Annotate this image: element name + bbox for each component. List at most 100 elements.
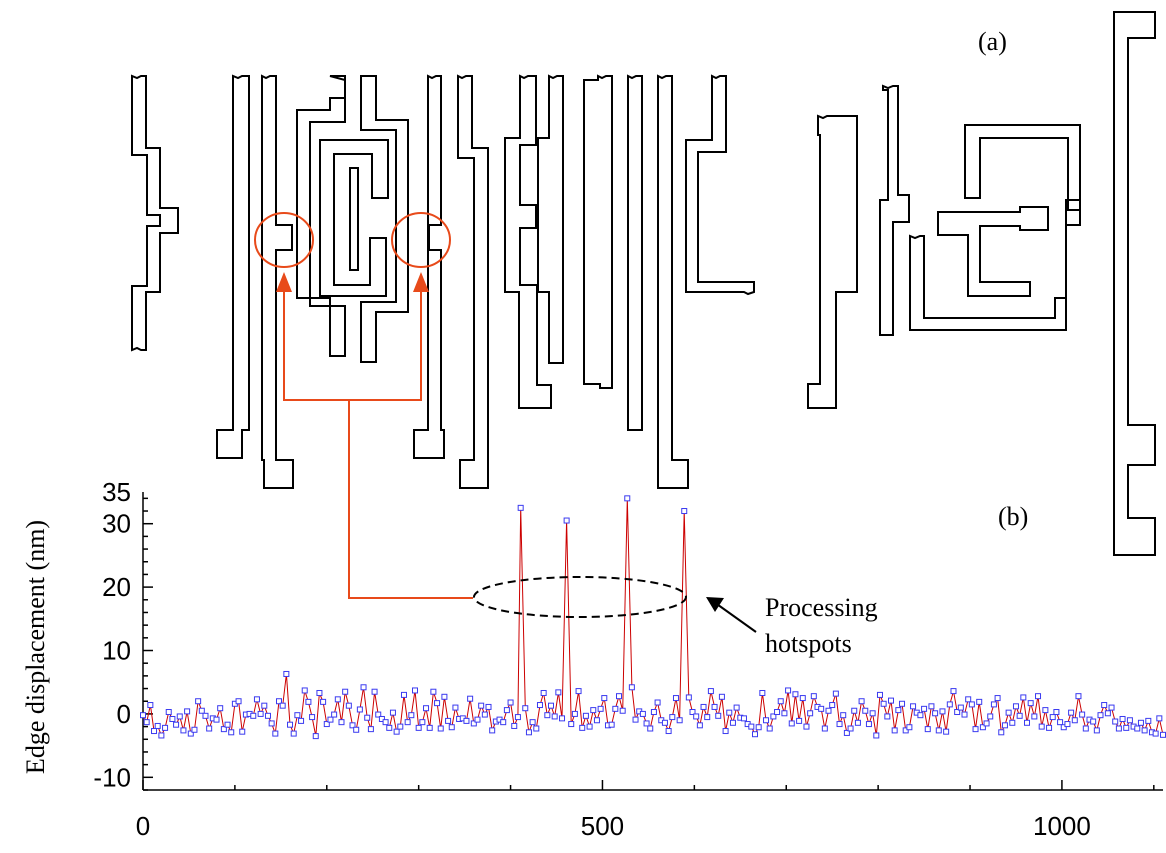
data-point [983, 720, 990, 727]
data-point [463, 717, 470, 724]
data-point [891, 727, 898, 734]
data-point [184, 708, 191, 715]
data-point [880, 700, 887, 707]
data-point [474, 716, 481, 723]
data-point [888, 697, 894, 704]
data-point [334, 696, 341, 703]
data-point [1031, 713, 1038, 720]
data-point [829, 702, 836, 709]
data-point [865, 721, 872, 728]
data-point [151, 728, 158, 735]
data-point [586, 723, 593, 730]
data-point [364, 714, 371, 721]
data-point [869, 710, 876, 717]
annotation-arrowhead-icon [706, 597, 724, 612]
data-point [320, 698, 327, 705]
data-point [575, 688, 582, 695]
data-point [378, 715, 385, 722]
data-point [272, 730, 279, 737]
data-point [533, 725, 540, 732]
data-point [681, 508, 688, 515]
data-point [1024, 719, 1030, 726]
data-point [711, 703, 718, 710]
data-point [555, 689, 562, 696]
data-point [195, 698, 202, 705]
data-point [503, 707, 510, 714]
data-point [1104, 710, 1111, 717]
data-point [467, 695, 474, 702]
data-point [143, 719, 150, 726]
data-point [228, 729, 235, 736]
data-point [1126, 717, 1133, 724]
hotspot-arrowheads [276, 272, 429, 292]
data-point [481, 711, 488, 718]
data-point [437, 725, 444, 732]
data-point [342, 688, 349, 695]
data-point [821, 725, 828, 732]
data-point [294, 712, 301, 719]
data-point [1123, 724, 1130, 731]
data-point [478, 702, 485, 709]
data-point [305, 698, 312, 705]
data-point [1137, 719, 1144, 726]
data-point [1156, 715, 1163, 722]
data-point [1090, 718, 1097, 725]
data-point [729, 719, 736, 726]
data-point [990, 701, 997, 708]
y-tick-label: 35 [102, 477, 131, 507]
data-point [807, 710, 814, 717]
data-point [1020, 694, 1027, 701]
data-point [563, 517, 570, 524]
data-point [529, 719, 536, 726]
data-point [818, 705, 825, 712]
data-point [726, 709, 733, 716]
data-point [217, 705, 224, 712]
data-point [571, 710, 578, 717]
data-point [987, 713, 994, 720]
data-point [345, 702, 352, 709]
data-point [840, 712, 847, 719]
data-point [803, 723, 810, 730]
data-point [382, 719, 389, 726]
data-point [619, 707, 626, 714]
data-point [389, 709, 396, 716]
data-point [895, 707, 902, 714]
data-point [323, 721, 330, 728]
data-point [489, 727, 496, 734]
data-point [1160, 731, 1166, 738]
data-point [268, 720, 275, 727]
layout-feature [537, 74, 564, 364]
data-point [943, 728, 950, 735]
data-point [843, 729, 850, 736]
data-point [250, 712, 257, 719]
data-point [327, 716, 334, 723]
annotation-text-line2: hotspots [765, 629, 852, 658]
data-point [884, 713, 891, 720]
data-point [371, 688, 378, 695]
data-point [298, 717, 305, 724]
data-point [661, 719, 668, 726]
data-point [140, 712, 146, 719]
data-point [770, 713, 777, 720]
data-point [290, 730, 297, 737]
data-point [301, 687, 308, 694]
data-point [1071, 717, 1078, 724]
y-tick-label: 10 [102, 636, 131, 666]
data-point [1134, 725, 1141, 732]
data-point [375, 711, 382, 718]
data-point [419, 719, 426, 726]
data-point [536, 702, 543, 709]
layout-feature [807, 114, 858, 409]
data-point [393, 728, 400, 735]
y-tick-label: 0 [117, 699, 131, 729]
data-point [715, 712, 722, 719]
data-point [517, 504, 524, 511]
data-point [932, 710, 939, 717]
data-point [1152, 730, 1159, 737]
data-point [154, 722, 161, 729]
data-point [448, 724, 455, 731]
data-point [718, 693, 725, 700]
data-point [180, 727, 187, 734]
data-point [206, 725, 213, 732]
data-point [628, 684, 635, 691]
